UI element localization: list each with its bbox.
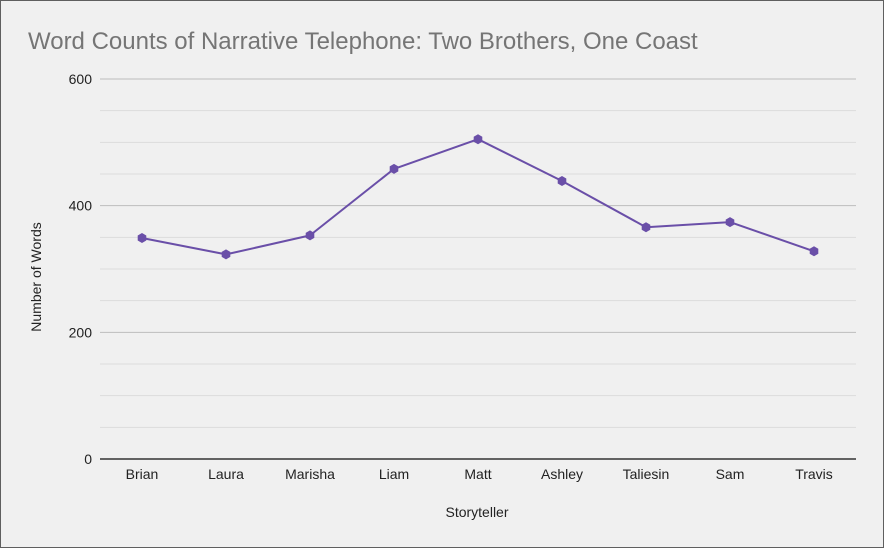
data-point bbox=[137, 233, 147, 243]
data-point bbox=[809, 246, 819, 257]
x-tick-label: Brian bbox=[126, 466, 159, 482]
x-axis-title: Storyteller bbox=[445, 504, 508, 520]
y-tick-label: 600 bbox=[69, 71, 93, 87]
y-tick-label: 400 bbox=[69, 198, 93, 214]
major-gridlines bbox=[100, 78, 856, 333]
x-tick-label: Ashley bbox=[541, 466, 583, 482]
x-tick-label: Sam bbox=[716, 466, 745, 482]
x-tick-label: Marisha bbox=[285, 466, 335, 482]
data-points bbox=[137, 134, 819, 260]
x-axis-tick-labels: Brian Laura Marisha Liam Matt Ashley Taliesin S… bbox=[126, 466, 833, 482]
y-tick-label: 0 bbox=[84, 451, 92, 467]
data-point bbox=[557, 176, 567, 186]
data-point bbox=[389, 163, 399, 174]
data-point bbox=[725, 217, 735, 228]
data-point bbox=[473, 134, 483, 145]
chart-title: Word Counts of Narrative Telephone: Two … bbox=[28, 28, 698, 55]
x-tick-label: Matt bbox=[464, 466, 491, 482]
minor-gridlines bbox=[100, 110, 856, 428]
x-tick-label: Liam bbox=[379, 466, 409, 482]
y-axis-tick-labels: 0 200 400 600 bbox=[69, 71, 93, 467]
data-point bbox=[641, 222, 651, 233]
data-point bbox=[305, 230, 315, 241]
x-tick-label: Travis bbox=[795, 466, 833, 482]
y-tick-label: 200 bbox=[69, 324, 93, 340]
y-axis-title: Number of Words bbox=[28, 222, 44, 331]
data-point bbox=[221, 249, 231, 260]
x-tick-label: Laura bbox=[208, 466, 244, 482]
x-tick-label: Taliesin bbox=[623, 466, 670, 482]
